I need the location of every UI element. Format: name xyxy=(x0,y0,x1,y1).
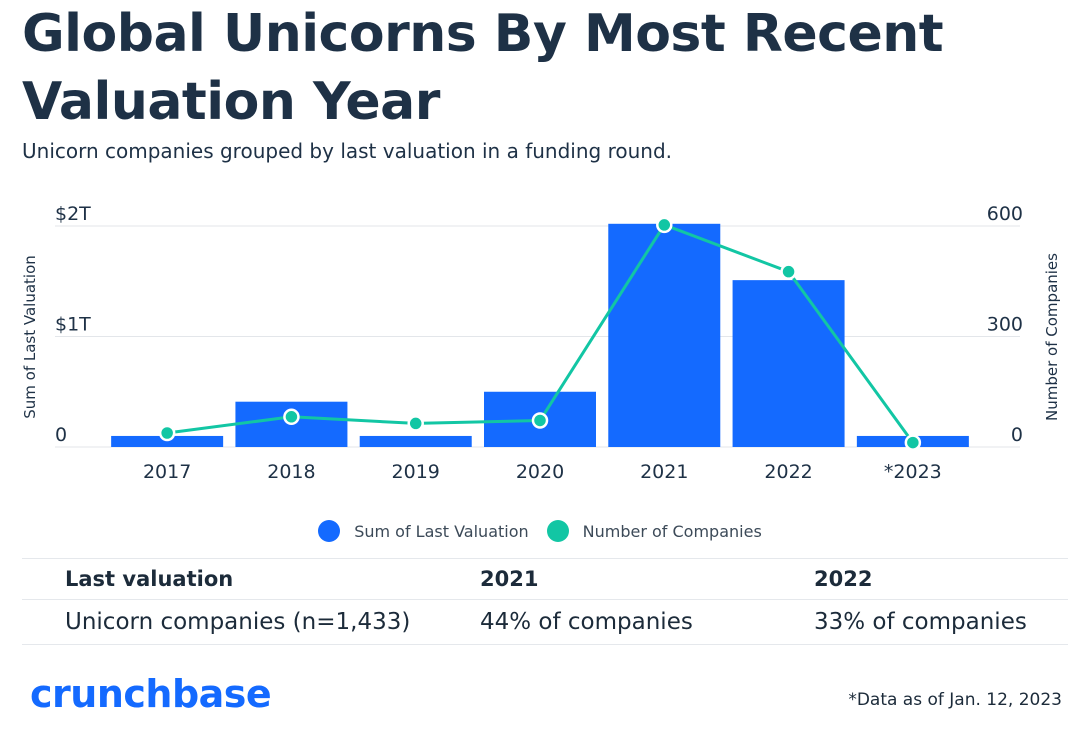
bar xyxy=(732,280,845,447)
table-header-row: Last valuation 2021 2022 xyxy=(22,558,1068,600)
y-right-tick-label: 600 xyxy=(987,203,1023,225)
y-right-tick-label: 0 xyxy=(1011,424,1023,446)
x-tick-label: 2022 xyxy=(764,461,812,483)
y-left-tick-label: 0 xyxy=(55,424,67,446)
table-cell: 33% of companies xyxy=(814,609,1027,635)
chart-legend: Sum of Last Valuation Number of Companie… xyxy=(0,520,1080,542)
legend-marker-line xyxy=(546,520,569,542)
line-point xyxy=(780,263,797,280)
bar xyxy=(608,223,721,447)
combo-chart: 0 $1T $2T 0 300 600 Sum of Last Valuation Numbe… xyxy=(21,203,1061,483)
table-cell: 44% of companies xyxy=(480,609,693,635)
y-left-axis-label: Sum of Last Valuation xyxy=(21,255,39,419)
table-cell: Unicorn companies (n=1,433) xyxy=(65,609,411,635)
summary-table: Last valuation 2021 2022 Unicorn compani… xyxy=(22,558,1068,645)
x-tick-label: 2019 xyxy=(392,461,440,483)
chart-subtitle: Unicorn companies grouped by last valuat… xyxy=(22,139,672,163)
bar xyxy=(359,435,472,447)
x-tick-label: 2020 xyxy=(516,461,564,483)
line-point xyxy=(407,415,424,432)
y-right-axis-label: Number of Companies xyxy=(1043,253,1061,421)
table-header-cell: 2022 xyxy=(814,567,873,591)
x-tick-label: 2017 xyxy=(143,461,191,483)
x-tick-label: 2021 xyxy=(640,461,688,483)
legend-label-valuation: Sum of Last Valuation xyxy=(354,521,529,541)
line-point xyxy=(158,424,176,442)
footnote: *Data as of Jan. 12, 2023 xyxy=(848,690,1062,710)
x-tick-label: *2023 xyxy=(884,461,942,483)
x-tick-label: 2018 xyxy=(267,461,315,483)
table-header-cell: 2021 xyxy=(480,567,539,591)
line-point xyxy=(531,412,549,429)
chart-title: Global Unicorns By Most Recent Valuation… xyxy=(22,4,944,132)
y-left-tick-label: $2T xyxy=(55,203,91,225)
line-point xyxy=(283,408,300,426)
legend-marker-bar xyxy=(318,520,341,542)
y-right-tick-label: 300 xyxy=(987,314,1023,336)
bar xyxy=(111,435,224,447)
line-point xyxy=(904,434,922,451)
crunchbase-logo[interactable]: crunchbase xyxy=(30,672,272,716)
y-left-tick-label: $1T xyxy=(55,314,91,336)
table-row: Unicorn companies (n=1,433) 44% of compa… xyxy=(22,600,1068,645)
legend-item-companies[interactable]: Number of Companies xyxy=(546,520,762,542)
line-point xyxy=(656,216,673,234)
legend-label-companies: Number of Companies xyxy=(582,521,762,541)
table-header-cell: Last valuation xyxy=(65,567,234,591)
legend-item-valuation[interactable]: Sum of Last Valuation xyxy=(318,520,529,542)
